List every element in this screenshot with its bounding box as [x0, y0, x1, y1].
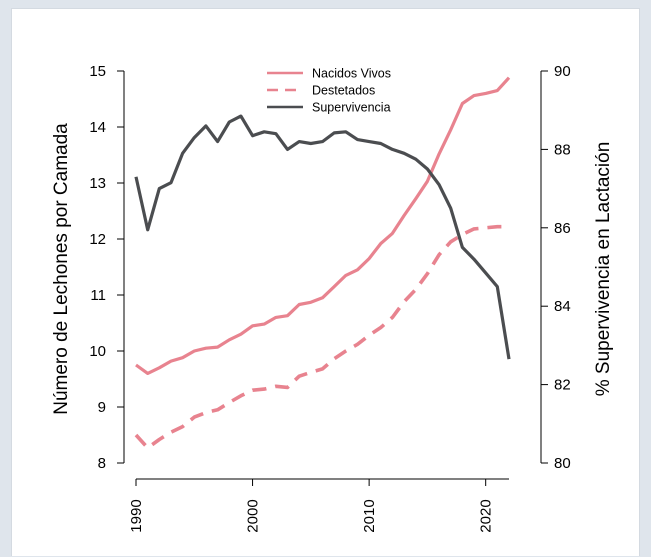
right-y-tick-label: 82 [554, 377, 571, 394]
right-y-tick-label: 88 [554, 141, 571, 158]
chart-frame: 1990 2000 2010 2020 8 9 10 11 12 13 14 15 80 82 84 86… [11, 8, 640, 556]
right-y-tick-label: 80 [554, 455, 571, 472]
legend: Nacidos Vivos Destetados Supervivencia [267, 67, 391, 115]
series-line-nacidos-vivos [135, 76, 511, 375]
left-y-axis-title: Número de Lechones por Camada [51, 123, 72, 415]
legend-label-nacidos-vivos: Nacidos Vivos [312, 67, 391, 81]
right-y-tick-label: 90 [554, 63, 571, 80]
x-tick-label: 2000 [245, 499, 262, 532]
left-y-tick-label: 13 [89, 175, 106, 192]
left-y-tick-label: 11 [90, 287, 106, 304]
legend-label-supervivencia: Supervivencia [312, 101, 391, 115]
left-y-tick-label: 10 [89, 343, 106, 360]
x-tick-label: 2010 [361, 499, 378, 532]
left-y-tick-label: 15 [89, 63, 106, 80]
left-y-tick-label: 14 [89, 119, 106, 136]
series-line-destetados [134, 224, 509, 450]
axes [123, 71, 542, 480]
left-y-axis-ticks: 8 9 10 11 12 13 14 15 [89, 63, 124, 472]
line-chart: 1990 2000 2010 2020 8 9 10 11 12 13 14 15 80 82 84 86… [51, 63, 614, 533]
series-line-supervivencia [134, 114, 511, 360]
left-y-tick-label: 12 [89, 231, 106, 248]
right-y-axis-title: % Supervivencia en Lactación [593, 142, 614, 397]
right-y-axis-ticks: 80 82 84 86 88 90 [541, 63, 571, 472]
left-y-tick-label: 8 [98, 455, 106, 472]
series-layer [134, 76, 511, 450]
right-y-tick-label: 86 [554, 220, 571, 237]
right-y-tick-label: 84 [554, 298, 571, 315]
x-tick-label: 1990 [128, 499, 145, 532]
plot-area: 1990 2000 2010 2020 8 9 10 11 12 13 14 15 80 82 84 86… [51, 63, 614, 533]
x-tick-label: 2020 [478, 499, 495, 532]
legend-label-destetados: Destetados [312, 84, 375, 98]
left-y-tick-label: 9 [98, 399, 106, 416]
x-axis-ticks: 1990 2000 2010 2020 [128, 479, 495, 533]
